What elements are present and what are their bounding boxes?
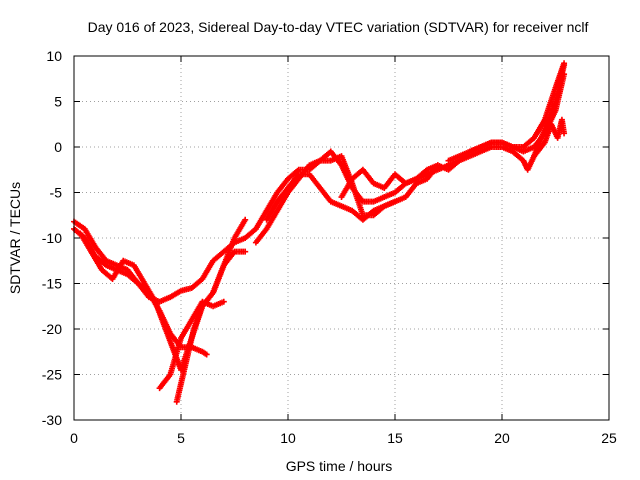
x-axis-label: GPS time / hours: [286, 458, 393, 474]
x-tick-label: 25: [601, 430, 617, 446]
x-tick-label: 0: [70, 430, 78, 446]
y-tick-label: -10: [42, 230, 62, 246]
y-tick-label: -25: [42, 367, 62, 383]
series-track-4: [156, 298, 227, 392]
y-tick-label: -5: [50, 185, 63, 201]
series-track-7: [263, 171, 398, 223]
chart-title: Day 016 of 2023, Sidereal Day-to-day VTE…: [88, 19, 589, 35]
x-tick-label: 10: [280, 430, 296, 446]
axis-ticks: 0 5 10 15 20 25 10 5 0 -5 -10 -15 -20 -25 -30: [42, 48, 617, 446]
y-tick-label: 5: [54, 94, 62, 110]
y-tick-label: 0: [54, 139, 62, 155]
data-point-marker: [220, 298, 227, 305]
series-track-9: [445, 60, 568, 164]
series-track-5: [173, 216, 249, 405]
y-tick-label: -30: [42, 412, 62, 428]
y-axis-label: SDTVAR / TECUs: [7, 182, 23, 294]
data-point-marker: [203, 351, 210, 358]
y-tick-label: -15: [42, 276, 62, 292]
grid-lines: [74, 56, 609, 420]
x-tick-label: 5: [177, 430, 185, 446]
data-points: [71, 60, 568, 405]
x-tick-label: 15: [387, 430, 403, 446]
data-point-marker: [242, 216, 249, 223]
data-point-marker: [392, 198, 398, 205]
data-point-marker: [242, 248, 249, 255]
data-point-marker: [561, 130, 568, 137]
series-track-10: [531, 116, 568, 160]
y-tick-label: 10: [46, 48, 62, 64]
y-tick-label: -20: [42, 321, 62, 337]
series-track-8: [338, 62, 568, 201]
data-point-marker: [561, 60, 568, 67]
x-tick-label: 20: [494, 430, 510, 446]
